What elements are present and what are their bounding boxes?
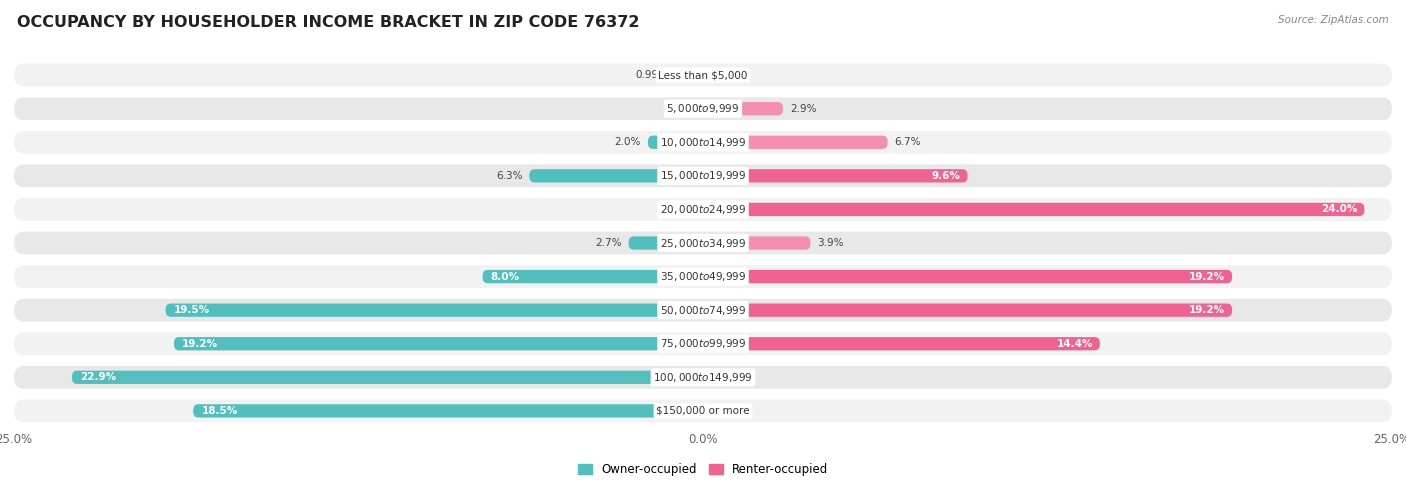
FancyBboxPatch shape xyxy=(14,265,1392,288)
Text: 19.2%: 19.2% xyxy=(1189,305,1225,315)
Text: $5,000 to $9,999: $5,000 to $9,999 xyxy=(666,102,740,115)
Text: 2.9%: 2.9% xyxy=(790,104,817,114)
FancyBboxPatch shape xyxy=(648,136,703,149)
Text: 0.0%: 0.0% xyxy=(710,406,737,416)
FancyBboxPatch shape xyxy=(703,169,967,182)
Text: $150,000 or more: $150,000 or more xyxy=(657,406,749,416)
Text: $100,000 to $149,999: $100,000 to $149,999 xyxy=(654,371,752,384)
Text: 18.5%: 18.5% xyxy=(201,406,238,416)
Text: $20,000 to $24,999: $20,000 to $24,999 xyxy=(659,203,747,216)
FancyBboxPatch shape xyxy=(14,164,1392,187)
Text: 19.2%: 19.2% xyxy=(183,339,218,349)
FancyBboxPatch shape xyxy=(530,169,703,182)
Text: 14.4%: 14.4% xyxy=(1056,339,1092,349)
Text: $50,000 to $74,999: $50,000 to $74,999 xyxy=(659,304,747,317)
FancyBboxPatch shape xyxy=(14,232,1392,254)
Text: Source: ZipAtlas.com: Source: ZipAtlas.com xyxy=(1278,15,1389,25)
FancyBboxPatch shape xyxy=(174,337,703,350)
FancyBboxPatch shape xyxy=(14,332,1392,355)
FancyBboxPatch shape xyxy=(14,366,1392,389)
FancyBboxPatch shape xyxy=(14,198,1392,221)
Text: 19.2%: 19.2% xyxy=(1189,272,1225,281)
Text: 0.99%: 0.99% xyxy=(636,70,669,80)
Text: 0.0%: 0.0% xyxy=(710,372,737,382)
Text: Less than $5,000: Less than $5,000 xyxy=(658,70,748,80)
Text: 6.3%: 6.3% xyxy=(496,171,523,181)
Text: 2.7%: 2.7% xyxy=(595,238,621,248)
FancyBboxPatch shape xyxy=(14,299,1392,322)
Legend: Owner-occupied, Renter-occupied: Owner-occupied, Renter-occupied xyxy=(572,458,834,481)
Text: 9.6%: 9.6% xyxy=(932,171,960,181)
FancyBboxPatch shape xyxy=(703,236,810,250)
FancyBboxPatch shape xyxy=(14,64,1392,87)
FancyBboxPatch shape xyxy=(72,371,703,384)
FancyBboxPatch shape xyxy=(703,102,783,115)
FancyBboxPatch shape xyxy=(14,97,1392,120)
Text: 6.7%: 6.7% xyxy=(894,137,921,147)
FancyBboxPatch shape xyxy=(628,236,703,250)
FancyBboxPatch shape xyxy=(166,304,703,317)
Text: OCCUPANCY BY HOUSEHOLDER INCOME BRACKET IN ZIP CODE 76372: OCCUPANCY BY HOUSEHOLDER INCOME BRACKET … xyxy=(17,15,640,30)
Text: 3.9%: 3.9% xyxy=(817,238,844,248)
Text: 19.5%: 19.5% xyxy=(174,305,209,315)
Text: 0.0%: 0.0% xyxy=(710,70,737,80)
Text: $10,000 to $14,999: $10,000 to $14,999 xyxy=(659,136,747,149)
FancyBboxPatch shape xyxy=(703,304,1232,317)
Text: 0.0%: 0.0% xyxy=(669,205,696,214)
FancyBboxPatch shape xyxy=(676,69,703,82)
Text: $15,000 to $19,999: $15,000 to $19,999 xyxy=(659,169,747,182)
FancyBboxPatch shape xyxy=(703,270,1232,283)
FancyBboxPatch shape xyxy=(193,404,703,417)
FancyBboxPatch shape xyxy=(482,270,703,283)
FancyBboxPatch shape xyxy=(703,203,1364,216)
FancyBboxPatch shape xyxy=(703,337,1099,350)
FancyBboxPatch shape xyxy=(14,399,1392,422)
Text: 2.0%: 2.0% xyxy=(614,137,641,147)
Text: 24.0%: 24.0% xyxy=(1322,205,1358,214)
Text: 0.0%: 0.0% xyxy=(669,104,696,114)
FancyBboxPatch shape xyxy=(14,131,1392,154)
Text: 8.0%: 8.0% xyxy=(491,272,520,281)
Text: $25,000 to $34,999: $25,000 to $34,999 xyxy=(659,237,747,249)
Text: 22.9%: 22.9% xyxy=(80,372,117,382)
Text: $35,000 to $49,999: $35,000 to $49,999 xyxy=(659,270,747,283)
FancyBboxPatch shape xyxy=(703,136,887,149)
Text: $75,000 to $99,999: $75,000 to $99,999 xyxy=(659,337,747,350)
